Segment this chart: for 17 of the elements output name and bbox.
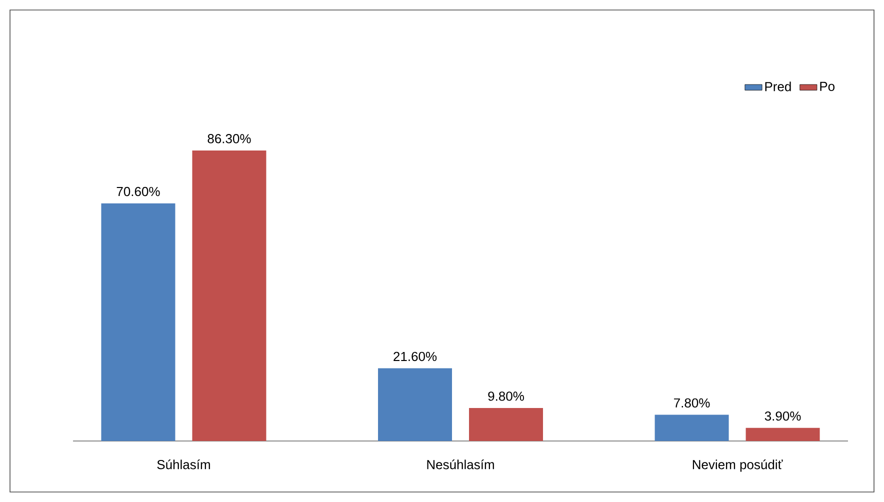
bar	[192, 150, 266, 441]
legend-label: Pred	[765, 82, 791, 92]
bar	[469, 408, 543, 441]
data-label: 86.30%	[208, 134, 251, 144]
x-tick-label: Súhlasím	[157, 460, 210, 470]
bar	[654, 414, 729, 441]
x-tick-label: Nesúhlasím	[427, 460, 494, 470]
legend-label: Po	[820, 82, 835, 91]
bar	[746, 428, 820, 441]
data-label: 21.60%	[394, 352, 437, 362]
data-label: 7.80%	[674, 398, 710, 408]
data-label: 3.90%	[764, 411, 801, 421]
data-label: 9.80%	[488, 392, 524, 401]
bar	[378, 368, 452, 441]
bar	[101, 203, 176, 441]
data-label: 70.60%	[116, 186, 160, 196]
x-tick-label: Neviem posúdiť	[692, 460, 783, 472]
